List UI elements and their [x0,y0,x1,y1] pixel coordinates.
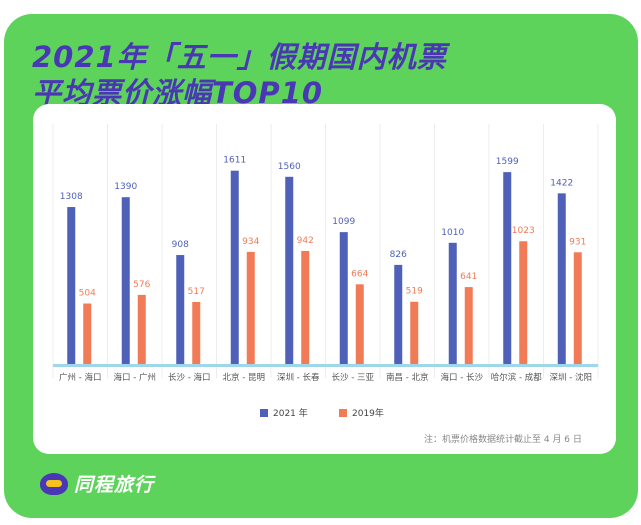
bar [121,197,130,364]
data-label: 1010 [441,228,464,238]
bar [67,207,76,364]
data-label: 1611 [223,156,246,166]
bar [394,264,403,364]
category-label: 深圳 - 沈阳 [550,372,592,383]
data-label: 934 [242,237,259,247]
bar [339,232,348,364]
data-label: 1599 [496,157,519,167]
data-label: 1023 [512,226,535,236]
bar [557,193,566,364]
data-label: 1560 [278,162,301,172]
bar [503,172,512,364]
bar [301,250,310,364]
data-label: 931 [569,237,586,247]
data-note: 注：机票价格数据统计截止至 4 月 6 日 [424,435,582,445]
legend-swatch [260,409,268,417]
category-label: 哈尔滨 - 成都 [491,372,542,383]
category-label: 海口 - 长沙 [441,372,484,383]
legend-label: 2019年 [352,407,384,419]
category-label: 南昌 - 北京 [386,372,428,383]
bar [137,294,146,364]
data-label: 519 [406,287,423,297]
chart-card [33,104,616,454]
x-axis-baseline [53,364,598,367]
bar [448,242,457,364]
bar [176,255,185,364]
data-label: 641 [460,272,477,282]
data-label: 517 [188,287,205,297]
data-label: 826 [390,250,407,260]
bar [83,303,92,364]
category-label: 广州 - 海口 [59,372,101,383]
bar [355,284,364,364]
category-label: 北京 - 昆明 [223,372,265,383]
bar-chart: 1308 504 广州 - 海口 1390 576 海口 - 广州 908 517 长沙 - 海… [52,124,599,419]
category-label: 长沙 - 海口 [168,372,210,383]
data-label: 576 [133,280,150,290]
data-label: 908 [172,240,189,250]
bar [519,241,528,364]
data-label: 942 [297,236,314,246]
bar [246,251,255,364]
data-label: 1099 [332,217,355,227]
data-label: 1422 [550,178,573,188]
bar [192,301,201,364]
page-title-line-1: 2021年「五一」假期国内机票 [32,40,447,74]
legend-label: 2021 年 [273,407,308,419]
bar [410,301,419,364]
brand-logo: 同程旅行 [40,470,154,497]
data-label: 1390 [114,182,137,192]
tongcheng-logo-icon [40,472,68,495]
data-label: 504 [79,289,96,299]
bar [285,176,294,364]
bar [573,252,582,364]
data-label: 664 [351,269,368,279]
data-label: 1308 [60,192,83,202]
brand-name: 同程旅行 [74,474,155,496]
category-label: 海口 - 广州 [114,372,156,383]
category-label: 深圳 - 长春 [277,372,320,383]
bar [230,170,239,364]
category-label: 长沙 - 三亚 [332,372,375,383]
bar [464,287,473,364]
legend-swatch [339,409,347,417]
